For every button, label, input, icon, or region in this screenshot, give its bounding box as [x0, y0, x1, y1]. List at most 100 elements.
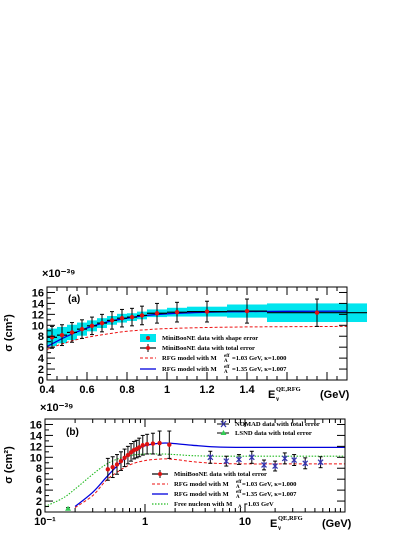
legend-a-sub: A: [224, 359, 228, 364]
rfg-103-curve: [74, 458, 345, 509]
panel-a-xlabel-main: E: [268, 389, 275, 401]
panel-a-xlabel-unit: (GeV): [320, 389, 350, 401]
legend-b-sup: eff: [236, 490, 242, 495]
panel-a-ytick-label: 2: [38, 364, 44, 376]
panel-a-xlabel-sub: ν: [275, 395, 280, 403]
panel-b-xtick-label: 1: [142, 516, 148, 528]
panel-b-xtick-label: 10⁻¹: [34, 516, 56, 528]
panel-b-legend-top: NOMAD data with total error LSND data wit…: [217, 420, 320, 437]
panel-b-ytick-label: 16: [30, 419, 42, 431]
miniboone-b-point: [118, 458, 124, 464]
legend-a-label: MiniBooNE data with total error: [162, 345, 255, 352]
legend-b-label: RFG model with M: [174, 481, 230, 488]
panel-a-legend: MiniBooNE data with shape error MiniBooNE…: [140, 334, 287, 375]
panel-b-ytick-label: 12: [30, 441, 42, 453]
nomad-point: [272, 463, 279, 470]
miniboone-point: [59, 332, 65, 338]
miniboone-b-point: [110, 464, 115, 470]
nomad-point: [261, 461, 267, 468]
legend-b-sub: A: [238, 505, 242, 510]
legend-a-sup: eff: [224, 354, 230, 359]
rfg-135-curve: [74, 442, 345, 508]
panel-b-ytick-label: 10: [30, 452, 42, 464]
legend-b-top-label: LSND data with total error: [235, 430, 312, 437]
panel-b-plot-area: [45, 430, 345, 511]
panel-b-xtick-label: 10: [239, 516, 251, 528]
panel-b-y-exponent: ×10⁻³⁹: [40, 402, 73, 414]
miniboone-point: [69, 330, 75, 335]
legend-b-total-marker: [158, 472, 162, 476]
legend-a-label: MiniBooNE data with shape error: [162, 335, 258, 342]
panel-a-ytick-label: 0: [38, 375, 44, 387]
legend-b-tail: =1.03 GeV: [244, 501, 274, 508]
miniboone-b-point: [114, 462, 120, 467]
legend-a-sub: A: [224, 370, 228, 375]
panel-a-plot-area: [46, 298, 367, 350]
miniboone-b-point: [140, 443, 145, 448]
miniboone-point: [314, 310, 320, 315]
panel-b-ytick-label: 0: [36, 507, 42, 519]
miniboone-b-point: [122, 455, 127, 461]
miniboone-b-point: [125, 452, 131, 458]
panel-b-label: (b): [66, 427, 79, 438]
nomad-point: [207, 454, 214, 461]
panel-b-xlabel-sub: ν: [277, 524, 282, 532]
legend-a-tail: =1.35 GeV, κ=1.007: [232, 366, 287, 373]
legend-b-sub: A: [236, 495, 240, 500]
panel-a-xtick-label: 0.4: [39, 384, 55, 396]
legend-a-tail: =1.03 GeV, κ=1.000: [232, 355, 287, 362]
panel-b-ytick-label: 14: [30, 430, 43, 442]
miniboone-point: [154, 311, 160, 316]
panel-a-ytick-label: 14: [32, 298, 45, 310]
legend-b-tail: =1.03 GeV, κ=1.000: [242, 481, 297, 488]
legend-total-marker: [146, 346, 150, 350]
legend-b-sup: eff: [236, 480, 242, 485]
panel-a-ytick-label: 10: [32, 320, 44, 332]
miniboone-b-point: [137, 445, 142, 450]
nomad-point: [236, 456, 242, 463]
legend-b-label: Free nucleon with M: [174, 501, 233, 508]
free-nucleon-curve: [45, 453, 345, 508]
panel-a-xtick-label: 1.2: [199, 384, 214, 396]
nomad-point: [248, 454, 255, 461]
nomad-point: [281, 455, 288, 462]
miniboone-point: [109, 318, 115, 323]
legend-a-label: RFG model with M: [162, 355, 218, 362]
nomad-point: [223, 458, 230, 465]
panel-b-ytick-label: 6: [36, 474, 42, 486]
panel-a-xlabel-sup: QE,RFG: [276, 386, 301, 393]
panel-a-label: (a): [68, 294, 80, 305]
panel-b-ytick-label: 2: [36, 496, 42, 508]
miniboone-point: [89, 323, 95, 329]
legend-a-sup: eff: [224, 365, 230, 370]
panel-a-ytick-label: 8: [38, 331, 44, 343]
nomad-point: [302, 460, 309, 467]
panel-a-ytick-label: 12: [32, 309, 44, 321]
panel-a-ytick-label: 16: [32, 287, 44, 299]
legend-b-top-label: NOMAD data with total error: [235, 421, 320, 428]
miniboone-b-point: [167, 442, 172, 447]
legend-shape-marker: [146, 336, 150, 340]
panel-b-xlabel-main: E: [270, 518, 277, 530]
panel-b-frame: [44, 418, 346, 513]
miniboone-b-point: [157, 440, 162, 446]
legend-lsnd-marker: [220, 430, 227, 435]
panel-b-ytick-label: 4: [36, 485, 43, 497]
legend-b-label: RFG model with M: [174, 491, 230, 498]
panel-b-legend: MiniBooNE data with total error RFG model…: [152, 470, 297, 510]
legend-b-tail: =1.35 GeV, κ=1.007: [242, 491, 297, 498]
miniboone-b-point: [144, 441, 150, 447]
panel-b-ytick-label: 8: [36, 463, 42, 475]
miniboone-point: [174, 309, 180, 315]
panel-a-y-label: σ (cm²): [3, 314, 15, 352]
miniboone-point: [244, 308, 250, 314]
miniboone-point: [129, 314, 135, 320]
panel-b-xlabel-unit: (GeV): [322, 518, 352, 530]
panel-b-xlabel-sup: QE,RFG: [278, 515, 303, 522]
nomad-point: [291, 457, 298, 464]
